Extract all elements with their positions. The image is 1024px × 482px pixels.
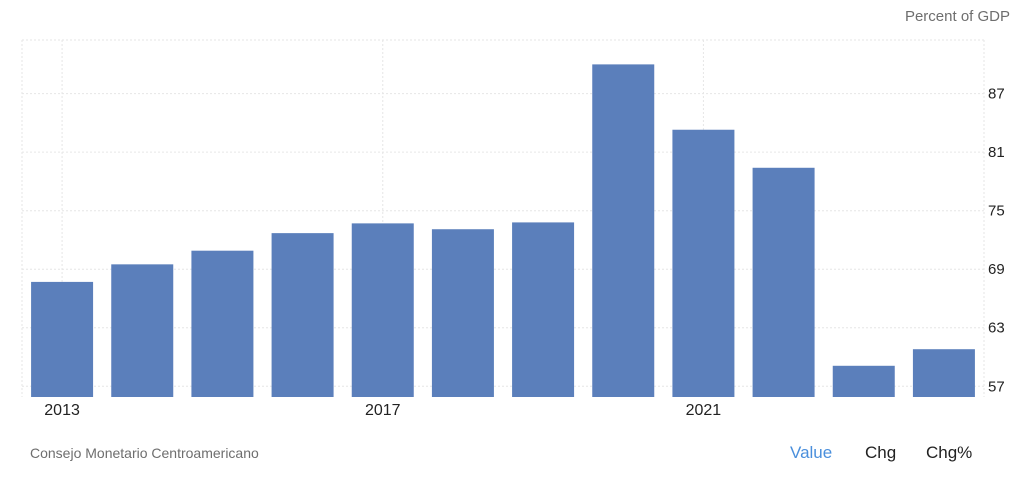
x-tick-label: 2021 bbox=[686, 402, 722, 419]
view-tabs: Value Chg Chg% bbox=[0, 443, 1024, 465]
source-label: Consejo Monetario Centroamericano bbox=[30, 445, 259, 461]
bar-2022[interactable] bbox=[752, 167, 815, 397]
y-axis-ticks: 57 63 69 75 81 87 bbox=[988, 86, 1005, 396]
x-tick-label: 2017 bbox=[365, 402, 401, 419]
tab-chg[interactable]: Chg bbox=[865, 443, 897, 462]
bars bbox=[31, 64, 975, 397]
tab-value[interactable]: Value bbox=[790, 443, 833, 462]
x-axis-ticks: 2013 2017 2021 bbox=[44, 402, 721, 419]
x-tick-label: 2013 bbox=[44, 402, 80, 419]
bar-2020[interactable] bbox=[592, 64, 655, 397]
bar-2018[interactable] bbox=[431, 229, 494, 397]
unit-label: Percent of GDP bbox=[904, 8, 1010, 25]
y-tick-label: 57 bbox=[988, 378, 1005, 395]
bar-2017[interactable] bbox=[351, 223, 414, 397]
bar-2019[interactable] bbox=[512, 222, 575, 397]
bar-2013[interactable] bbox=[31, 281, 94, 397]
y-tick-label: 87 bbox=[988, 86, 1005, 103]
y-tick-label: 63 bbox=[988, 320, 1005, 337]
bar-2014[interactable] bbox=[111, 264, 174, 397]
tab-chg-percent[interactable]: Chg% bbox=[926, 443, 973, 462]
bar-2016[interactable] bbox=[271, 233, 334, 397]
bar-2023[interactable] bbox=[832, 365, 895, 397]
bar-2021[interactable] bbox=[672, 129, 735, 397]
bar-chart: 57 63 69 75 81 87 2013 2017 2021 bbox=[21, 39, 1005, 419]
y-tick-label: 75 bbox=[988, 203, 1005, 220]
y-tick-label: 81 bbox=[988, 144, 1005, 161]
bar-2024[interactable] bbox=[912, 349, 975, 397]
y-tick-label: 69 bbox=[988, 261, 1005, 278]
bar-2015[interactable] bbox=[191, 250, 254, 397]
